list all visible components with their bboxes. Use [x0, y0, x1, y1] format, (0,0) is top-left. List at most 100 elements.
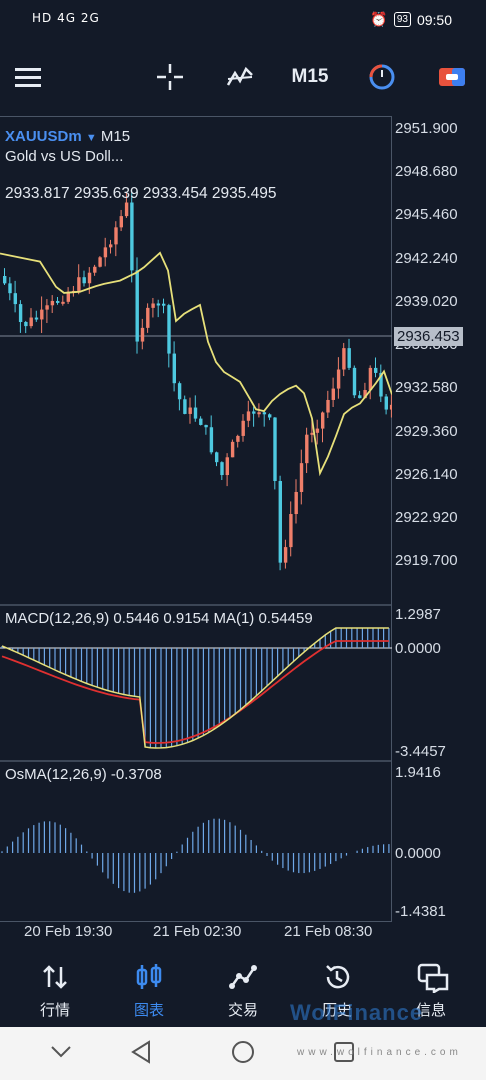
candle-body — [172, 353, 176, 384]
macd-axis-tick: -3.4457 — [395, 743, 446, 760]
macd-histogram — [1, 628, 390, 748]
nav-label: 行情 — [39, 1002, 70, 1019]
indicators-button[interactable] — [218, 45, 262, 109]
timeframe-button[interactable]: M15 — [285, 45, 335, 109]
candle-body — [283, 547, 288, 563]
price-tick: 2945.460 — [395, 206, 458, 223]
candle-body — [66, 291, 70, 302]
candle-body — [336, 369, 341, 389]
candle-body — [61, 301, 65, 304]
menu-button[interactable] — [6, 45, 50, 109]
nav-messages[interactable]: 信息 — [386, 955, 476, 1027]
candle-body — [183, 399, 187, 414]
candle-body — [156, 303, 161, 306]
chart-canvas[interactable] — [0, 116, 392, 922]
candle-body — [273, 417, 277, 482]
price-tick: 2919.700 — [395, 552, 458, 569]
candle-body — [8, 283, 12, 294]
candle-body — [103, 247, 108, 258]
candle-body — [358, 395, 362, 399]
history-icon — [326, 965, 350, 989]
candle-body — [167, 305, 171, 354]
nav-chart[interactable]: 图表 — [104, 955, 194, 1027]
back-icon[interactable] — [130, 1040, 152, 1064]
candle-body — [146, 307, 150, 328]
candle-body — [374, 367, 378, 373]
macd-axis-tick: 1.2987 — [395, 606, 441, 623]
candle-body — [347, 348, 351, 368]
osma-axis-tick: -1.4381 — [395, 903, 446, 920]
price-candles — [3, 191, 392, 571]
bottom-navigation: 行情 图表 交易 历史 信息 — [0, 955, 486, 1027]
candle-body — [188, 407, 192, 414]
price-tick: 2926.140 — [395, 466, 458, 483]
macd-axis-tick: 0.0000 — [395, 640, 441, 657]
osma-axis-tick: 1.9416 — [395, 764, 441, 781]
candle-body — [289, 514, 293, 548]
candle-body — [225, 457, 229, 476]
candle-body — [215, 452, 219, 463]
nav-label: 信息 — [415, 1002, 446, 1019]
candle-body — [177, 383, 182, 400]
candle-body — [34, 317, 39, 320]
candle-body — [220, 462, 224, 476]
nav-history[interactable]: 历史 — [292, 955, 382, 1027]
candle-body — [193, 407, 198, 419]
candle-body — [252, 411, 256, 414]
time-tick: 20 Feb 19:30 — [24, 923, 113, 940]
quotes-icon — [43, 965, 67, 989]
messages-icon — [417, 963, 449, 993]
nav-label: 交易 — [227, 1002, 258, 1019]
price-tick: 2951.900 — [395, 120, 458, 137]
time-tick: 21 Feb 08:30 — [284, 923, 373, 940]
candle-body — [87, 272, 92, 284]
crosshair-button[interactable] — [148, 45, 192, 109]
candle-body — [299, 463, 304, 492]
candle-body — [342, 348, 346, 370]
candle-body — [119, 216, 123, 228]
osma-label: OsMA(12,26,9) -0.3708 — [5, 766, 162, 783]
trade-button[interactable] — [430, 45, 474, 109]
price-tick: 2932.580 — [395, 379, 458, 396]
system-navigation-bar — [0, 1027, 486, 1080]
ohlc-values: 2933.817 2935.639 2933.454 2935.495 — [5, 185, 277, 202]
candle-body — [130, 202, 134, 271]
watermark-url: www.wolfinance.com — [297, 1047, 462, 1058]
candle-body — [162, 303, 166, 306]
candle-body — [24, 322, 28, 327]
clock-button[interactable] — [360, 45, 404, 109]
clock-time: 09:50 — [416, 11, 452, 28]
recents-icon[interactable] — [333, 1041, 355, 1063]
chevron-down-icon[interactable] — [50, 1044, 72, 1060]
candle-body — [151, 303, 155, 308]
symbol-header[interactable]: XAUUSDm ▼ M15 — [5, 128, 130, 145]
candle-body — [331, 388, 335, 400]
candle-body — [236, 435, 240, 442]
candle-body — [257, 412, 261, 415]
price-tick: 2942.240 — [395, 250, 458, 267]
macd-signal-line — [1, 640, 389, 744]
nav-quotes[interactable]: 行情 — [10, 955, 100, 1027]
clock-icon — [369, 64, 395, 90]
candle-body — [40, 309, 44, 320]
chart-area[interactable] — [0, 116, 392, 922]
indicators-icon — [226, 66, 253, 86]
candle-body — [114, 227, 118, 245]
chart-toolbar: M15 — [0, 45, 486, 109]
candle-body — [230, 441, 235, 458]
nav-trade[interactable]: 交易 — [198, 955, 288, 1027]
candle-body — [241, 420, 245, 436]
candle-body — [93, 266, 97, 273]
trade-icon — [439, 68, 465, 86]
candle-body — [352, 367, 357, 396]
home-icon[interactable] — [231, 1040, 255, 1064]
candle-body — [124, 202, 129, 217]
candle-body — [262, 412, 267, 415]
candle-body — [310, 432, 314, 435]
candle-body — [379, 372, 383, 397]
trade-graph-icon — [229, 965, 257, 989]
symbol-name: XAUUSDm — [5, 128, 82, 145]
candle-body — [109, 244, 113, 248]
candle-body — [50, 300, 55, 306]
candle-body — [268, 414, 272, 418]
